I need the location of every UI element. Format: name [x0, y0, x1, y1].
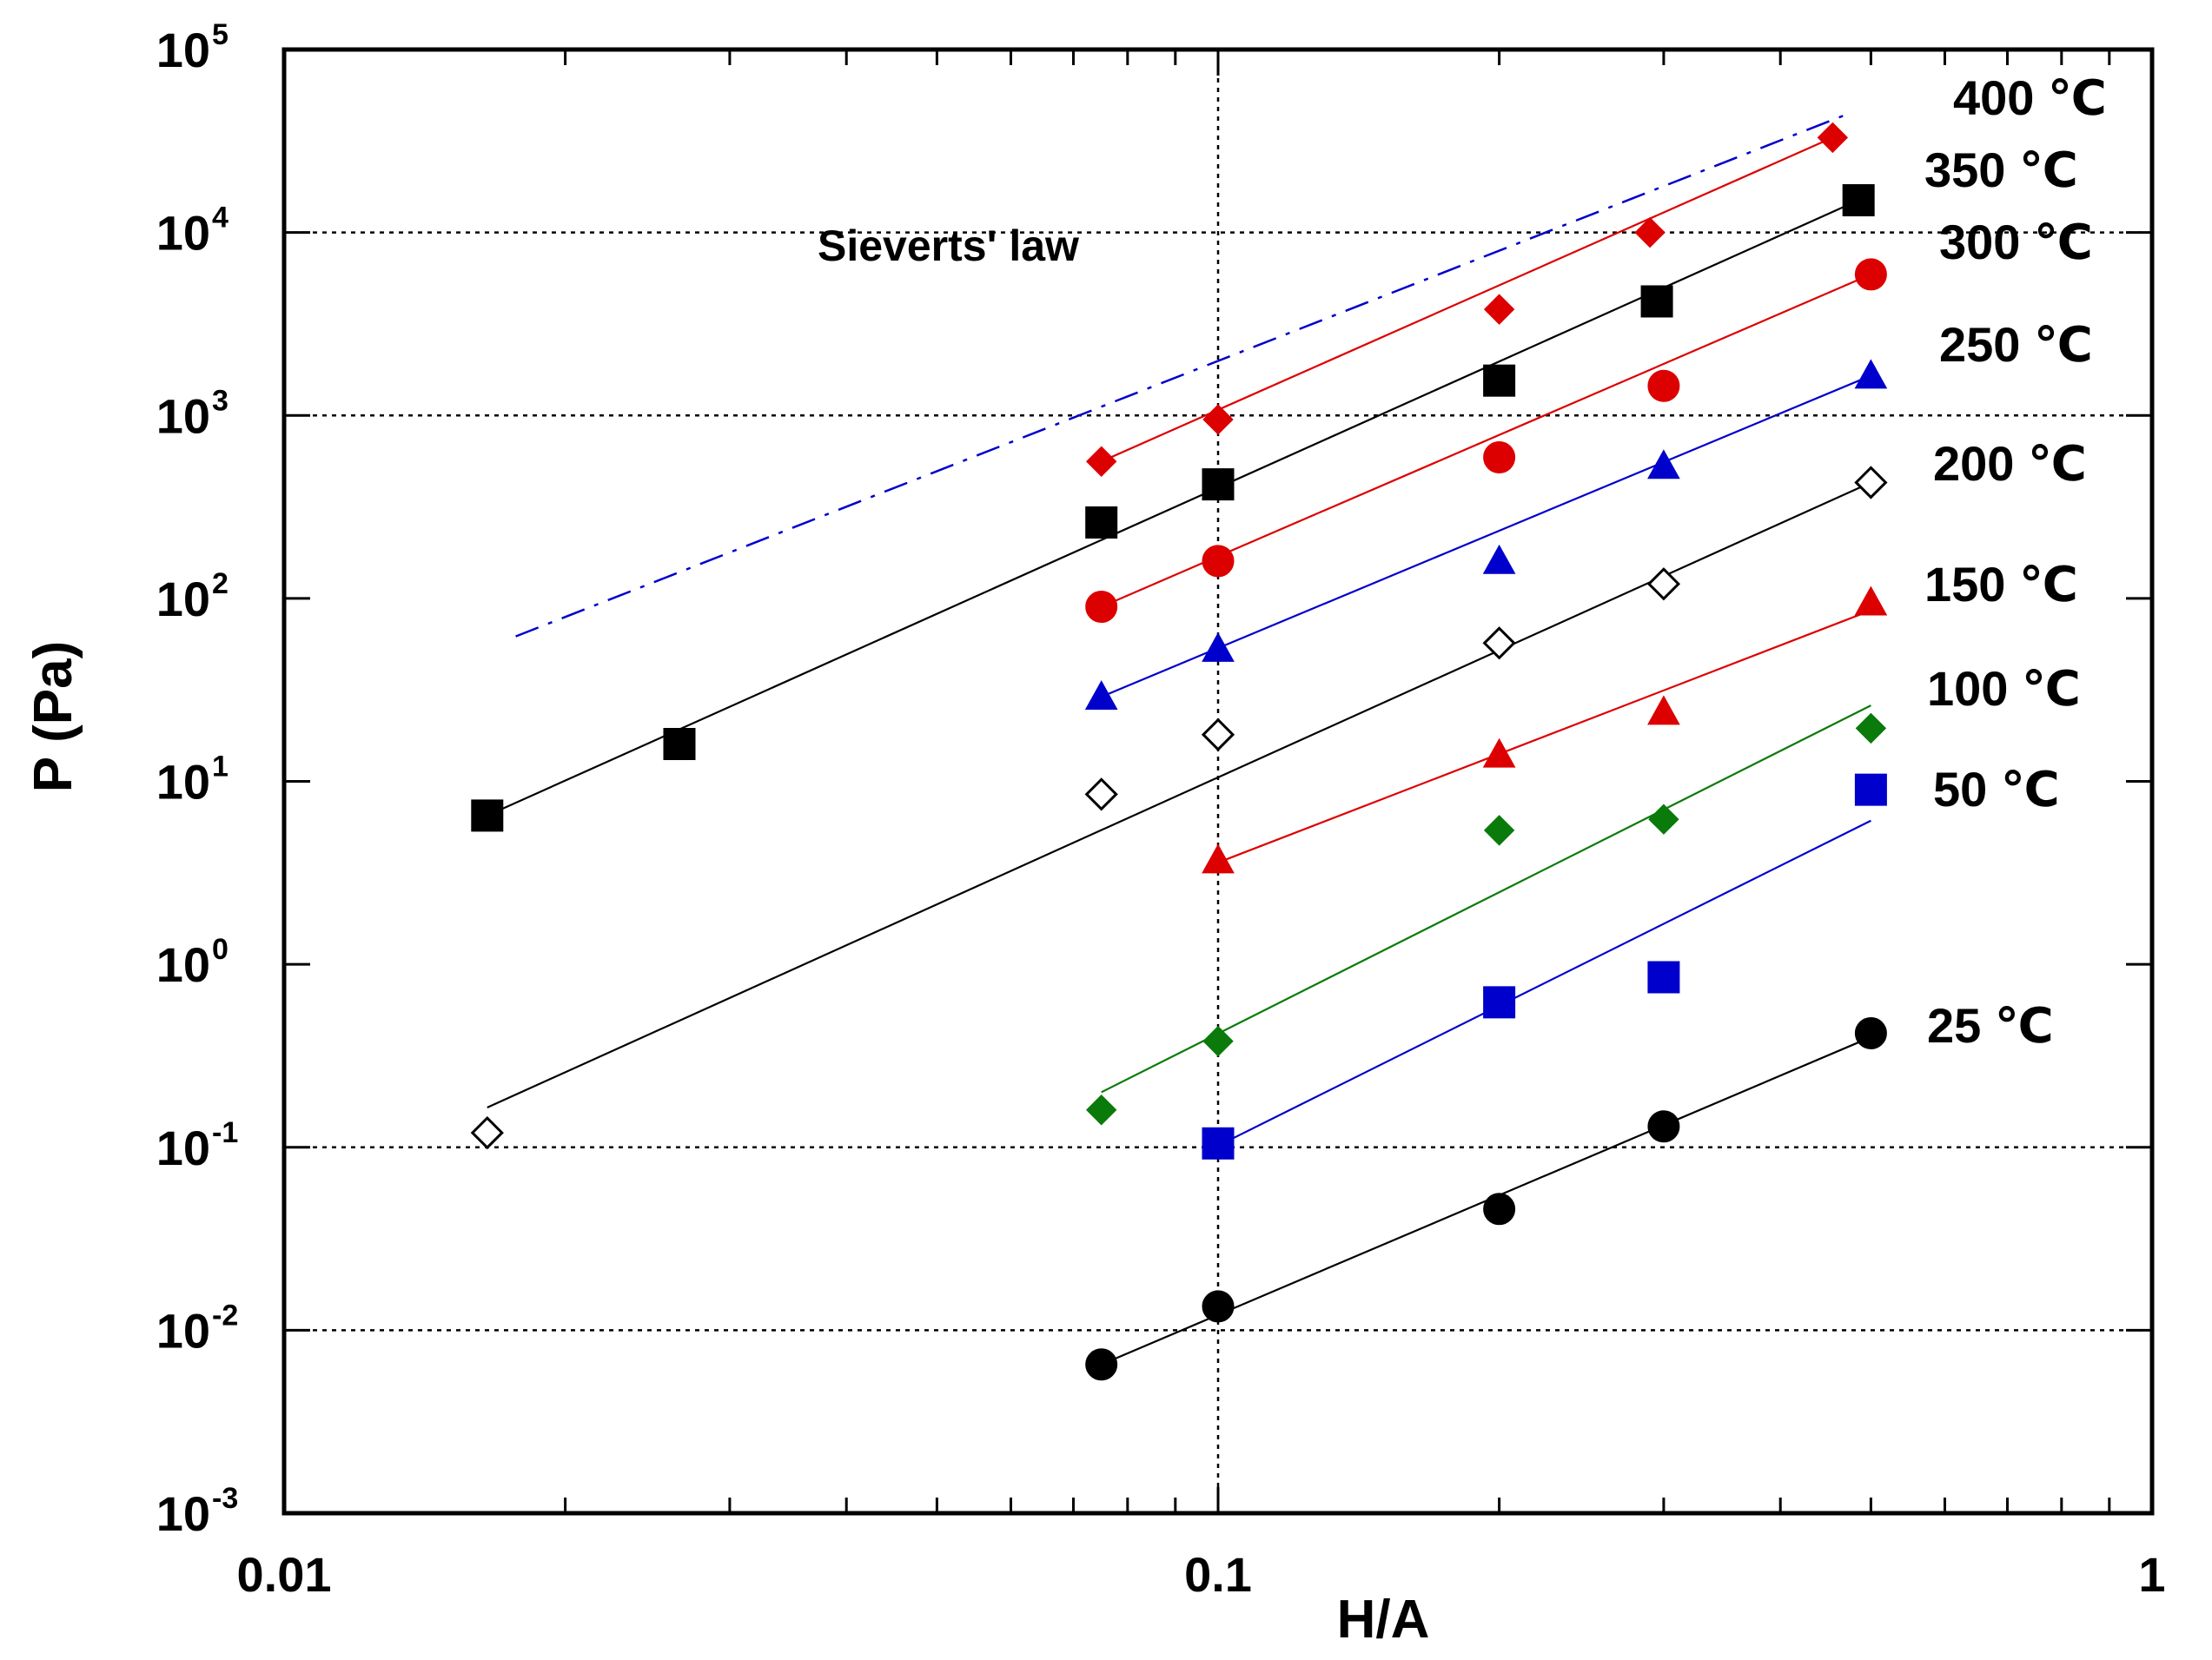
fit-line: [1217, 819, 1871, 1147]
y-tick-exponent: -3: [212, 1482, 238, 1515]
data-point-diamond: [1646, 567, 1681, 601]
data-point-triangle: [1482, 737, 1516, 768]
data-point-diamond: [1483, 294, 1515, 325]
sieverts-law-annotation: Sieverts' law: [818, 222, 1079, 270]
data-point-circle: [1085, 1348, 1118, 1381]
data-point-circle: [1483, 1193, 1516, 1226]
data-point-diamond: [1648, 804, 1679, 835]
y-tick-label: 10: [156, 1486, 210, 1541]
y-tick-exponent: -1: [212, 1116, 238, 1149]
fit-line: [1101, 704, 1871, 1094]
data-point-triangle: [1084, 680, 1118, 711]
data-point-diamond: [1202, 1025, 1234, 1057]
y-tick-label: 10: [156, 388, 210, 443]
data-point-diamond: [1482, 626, 1516, 660]
data-point-diamond: [1202, 404, 1234, 435]
data-point-square: [663, 728, 696, 761]
y-tick-label: 10: [156, 572, 210, 626]
series-label: 150 ℃: [1924, 557, 2078, 612]
data-point-triangle: [1854, 585, 1888, 616]
data-point-square: [1647, 961, 1680, 994]
series-label: 200 ℃: [1933, 436, 2087, 491]
data-point-diamond: [1085, 446, 1117, 477]
data-point-triangle: [1647, 695, 1680, 725]
data-point-triangle: [1647, 449, 1680, 479]
markers: [470, 122, 1888, 1381]
fit-line: [1101, 374, 1871, 698]
ticks: [282, 48, 2152, 1515]
y-axis-label: P (Pa): [23, 641, 83, 793]
fit-line: [1101, 136, 1833, 463]
data-point-circle: [1647, 369, 1680, 402]
data-point-triangle: [1482, 544, 1516, 574]
data-point-diamond: [1483, 815, 1515, 846]
data-point-circle: [1854, 258, 1887, 291]
y-tick-exponent: 4: [212, 202, 228, 235]
y-tick-label: 10: [156, 23, 210, 77]
y-tick-exponent: 3: [212, 384, 228, 417]
data-point-diamond: [470, 1115, 504, 1150]
x-tick-label: 0.1: [1184, 1547, 1252, 1602]
y-tick-exponent: 2: [212, 567, 228, 600]
x-tick-label: 1: [2138, 1547, 2165, 1602]
data-point-diamond: [1854, 466, 1888, 499]
y-tick-exponent: -2: [212, 1299, 238, 1332]
data-point-diamond: [1855, 712, 1887, 744]
data-point-circle: [1854, 1016, 1887, 1049]
data-point-square: [1842, 184, 1875, 217]
fit-line: [1217, 609, 1871, 863]
sievert-line: [515, 113, 1846, 638]
y-tick-label: 10: [156, 937, 210, 992]
data-point-square: [1202, 1127, 1235, 1160]
data-point-circle: [1202, 1290, 1235, 1323]
series-label: 350 ℃: [1924, 142, 2078, 197]
data-point-circle: [1647, 1110, 1680, 1143]
y-tick-exponent: 5: [212, 18, 228, 51]
y-tick-label: 10: [156, 1121, 210, 1175]
sieverts-law-line: [515, 113, 1846, 638]
series-label: 300 ℃: [1939, 215, 2093, 269]
data-point-square: [471, 799, 504, 832]
series-label: 50 ℃: [1933, 762, 2060, 817]
y-tick-label: 10: [156, 755, 210, 810]
series-label: 400 ℃: [1953, 70, 2107, 125]
series-label: 25 ℃: [1927, 998, 2054, 1053]
x-axis-label: H/A: [1337, 1590, 1430, 1650]
y-tick-label: 10: [156, 1303, 210, 1358]
data-point-diamond: [1634, 216, 1666, 248]
x-tick-label: 0.01: [237, 1547, 332, 1602]
fit-line: [487, 199, 1859, 817]
data-point-diamond: [1084, 777, 1118, 811]
data-point-triangle: [1854, 359, 1888, 389]
y-tick-exponent: 1: [212, 751, 228, 784]
data-point-diamond: [1085, 1095, 1117, 1126]
series-label: 250 ℃: [1939, 317, 2093, 372]
data-point-square: [1854, 773, 1887, 806]
y-tick-exponent: 0: [212, 933, 228, 966]
data-point-square: [1483, 364, 1516, 397]
data-point-square: [1483, 986, 1516, 1019]
data-point-triangle: [1202, 843, 1235, 874]
data-point-diamond: [1201, 718, 1235, 751]
data-point-diamond: [1817, 122, 1849, 154]
y-tick-label: 10: [156, 206, 210, 261]
fit-line: [487, 481, 1871, 1108]
data-point-square: [1640, 285, 1673, 318]
series-label: 100 ℃: [1927, 661, 2081, 716]
data-point-square: [1202, 468, 1235, 501]
data-point-triangle: [1202, 632, 1235, 662]
data-point-circle: [1483, 441, 1516, 474]
data-point-square: [1085, 506, 1118, 539]
data-point-circle: [1085, 591, 1118, 624]
data-point-circle: [1202, 545, 1235, 578]
